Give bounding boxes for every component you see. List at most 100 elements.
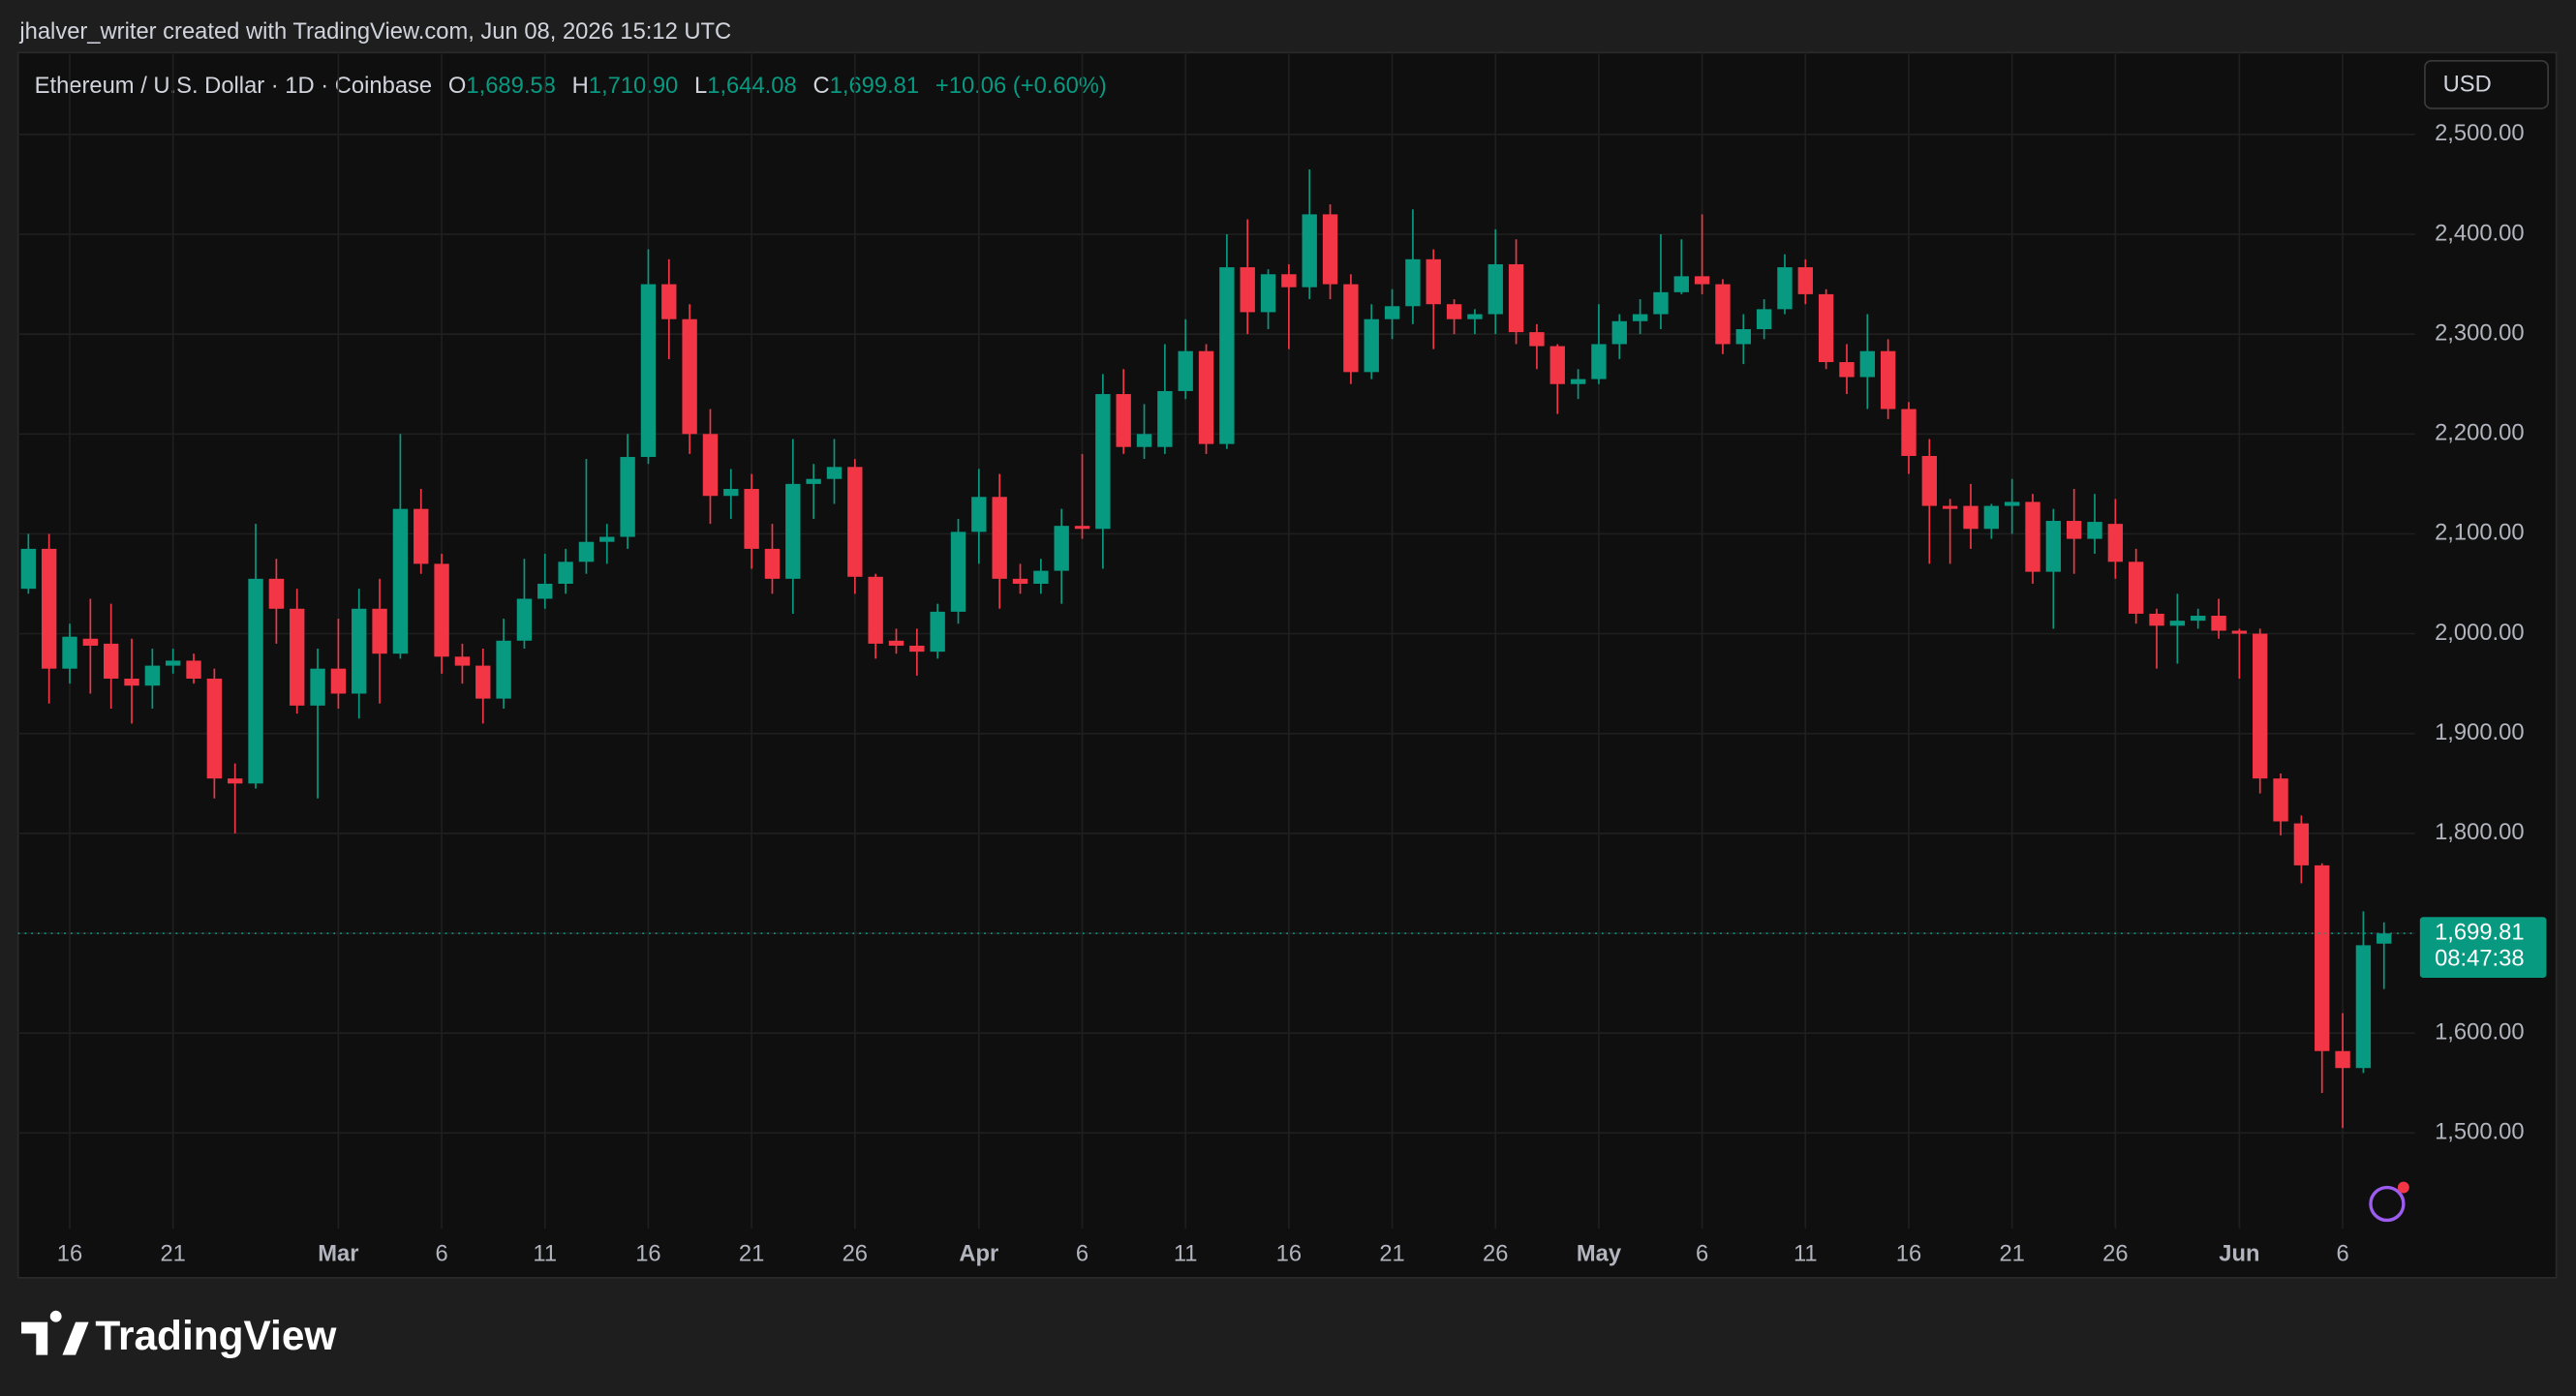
candle-body bbox=[2129, 561, 2144, 614]
currency-box[interactable] bbox=[2424, 59, 2550, 109]
candle-body bbox=[1054, 526, 1069, 571]
last-price-tag bbox=[2419, 917, 2547, 979]
candle-body bbox=[661, 284, 677, 319]
candle-body bbox=[144, 665, 161, 686]
assistant-dot[interactable] bbox=[2397, 1181, 2409, 1194]
candle-body bbox=[888, 640, 905, 646]
candle-body bbox=[1405, 258, 1421, 307]
candle-body bbox=[1983, 505, 2000, 530]
candle-body bbox=[1240, 267, 1255, 313]
candle-body bbox=[248, 578, 263, 784]
x-tick-label: 11 bbox=[533, 1240, 557, 1266]
candle-body bbox=[723, 489, 739, 497]
candle-body bbox=[1136, 434, 1152, 447]
candle-body bbox=[228, 778, 243, 784]
x-tick-label: 21 bbox=[1999, 1240, 2024, 1266]
y-tick-label: 2,500.00 bbox=[2435, 120, 2524, 146]
candle-body bbox=[268, 578, 285, 609]
y-tick-label: 1,900.00 bbox=[2435, 719, 2524, 745]
candle-body bbox=[1384, 306, 1400, 319]
candle-body bbox=[620, 457, 635, 537]
candle-body bbox=[372, 608, 387, 654]
legend: Ethereum / U.S. Dollar · 1D · Coinbase O… bbox=[35, 73, 1107, 99]
candle-body bbox=[1570, 379, 1586, 384]
candle-body bbox=[2335, 1050, 2350, 1069]
candle-body bbox=[414, 508, 429, 564]
x-tick-label: 21 bbox=[1379, 1240, 1404, 1266]
y-tick-label: 1,600.00 bbox=[2435, 1018, 2524, 1045]
y-tick-label: 2,400.00 bbox=[2435, 220, 2524, 246]
candle-body bbox=[1426, 258, 1441, 305]
candle-body bbox=[1033, 570, 1049, 585]
y-tick-label: 1,500.00 bbox=[2435, 1119, 2524, 1145]
candle-body bbox=[1343, 284, 1359, 373]
candle-body bbox=[1198, 350, 1214, 444]
candle-body bbox=[1839, 362, 1855, 378]
candle-body bbox=[1302, 214, 1317, 288]
candle-body bbox=[909, 645, 925, 652]
high-value: 1,710.90 bbox=[589, 73, 678, 99]
candle-body bbox=[2355, 945, 2372, 1069]
candle-body bbox=[1074, 526, 1090, 530]
candle-body bbox=[2231, 630, 2248, 634]
candle-body bbox=[352, 608, 367, 694]
candle-body bbox=[454, 656, 471, 666]
x-tick-label: 11 bbox=[1794, 1240, 1818, 1266]
candle-body bbox=[2253, 633, 2268, 779]
candle-body bbox=[2211, 616, 2226, 631]
candle-body bbox=[290, 608, 305, 706]
low-label: L bbox=[694, 73, 707, 99]
high-label: H bbox=[572, 73, 589, 99]
candle-body bbox=[1901, 409, 1917, 456]
candle-body bbox=[496, 640, 511, 699]
x-tick-label: Jun bbox=[2219, 1240, 2259, 1266]
candle-body bbox=[475, 665, 491, 699]
x-tick-label: 6 bbox=[1696, 1240, 1708, 1266]
candle-body bbox=[764, 548, 781, 579]
candle-body bbox=[2377, 933, 2392, 944]
candle-body bbox=[558, 561, 573, 585]
x-tick-label: 21 bbox=[160, 1240, 185, 1266]
candle-body bbox=[124, 678, 139, 686]
currency-button[interactable]: USD bbox=[2424, 59, 2550, 109]
candle-body bbox=[1818, 293, 1834, 363]
x-tick-label: Apr bbox=[959, 1240, 998, 1266]
x-tick-label: 11 bbox=[1174, 1240, 1198, 1266]
candle-body bbox=[744, 489, 759, 549]
assistant-ring[interactable] bbox=[2369, 1185, 2406, 1223]
candle-body bbox=[1921, 455, 1938, 506]
candle-body bbox=[1963, 505, 1978, 530]
logo-icon[interactable] bbox=[21, 1310, 89, 1355]
close-label: C bbox=[813, 73, 829, 99]
logo[interactable]: TradingView bbox=[21, 1310, 337, 1358]
candle-body bbox=[1157, 390, 1173, 447]
countdown: 08:47:38 bbox=[2435, 946, 2524, 972]
candle-body bbox=[2293, 823, 2310, 865]
x-tick-label: 16 bbox=[1276, 1240, 1302, 1266]
candle-body bbox=[20, 548, 37, 590]
candle-body bbox=[1777, 267, 1793, 310]
candle-body bbox=[1715, 284, 1731, 345]
y-tick-label: 1,800.00 bbox=[2435, 819, 2524, 845]
candle-body bbox=[330, 668, 347, 694]
logo-text[interactable]: TradingView bbox=[95, 1313, 337, 1358]
x-tick-label: 26 bbox=[2102, 1240, 2128, 1266]
candle-body bbox=[1653, 291, 1669, 315]
candle-body bbox=[2273, 778, 2288, 822]
candle-body bbox=[702, 434, 719, 497]
assistant-icon[interactable] bbox=[2369, 1181, 2409, 1223]
currency[interactable]: USD bbox=[2443, 72, 2492, 98]
x-tick-label: 26 bbox=[1483, 1240, 1508, 1266]
close-value: 1,699.81 bbox=[830, 73, 919, 99]
candle-body bbox=[1591, 344, 1607, 379]
x-tick-label: May bbox=[1577, 1240, 1622, 1266]
attribution: jhalver_writer created with TradingView.… bbox=[18, 18, 731, 45]
candle-body bbox=[868, 576, 883, 644]
candle-body bbox=[1797, 267, 1813, 294]
x-tick-label: 26 bbox=[843, 1240, 868, 1266]
candle-body bbox=[1673, 276, 1689, 292]
candle-body bbox=[1260, 274, 1276, 313]
candle-body bbox=[1322, 214, 1338, 285]
